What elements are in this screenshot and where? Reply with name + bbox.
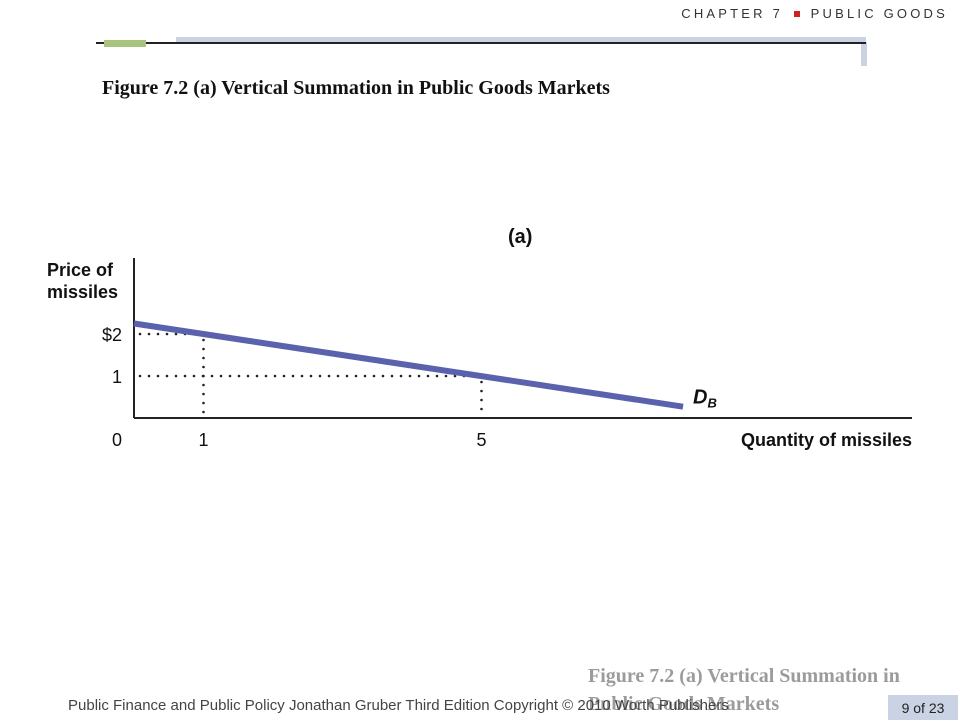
- header-rule: [96, 42, 866, 44]
- slide-title: Figure 7.2 (a) Vertical Summation in Pub…: [102, 77, 610, 99]
- y-axis-label-line1: Price of: [47, 260, 114, 280]
- y-tick-label: 1: [112, 367, 122, 387]
- y-axis-label: Price of missiles: [47, 260, 118, 302]
- chapter-header: CHAPTER 7 PUBLIC GOODS: [681, 6, 948, 21]
- footer-credit: Public Finance and Public Policy Jonatha…: [68, 697, 729, 714]
- origin-label: 0: [112, 430, 122, 450]
- y-axis-label-line2: missiles: [47, 282, 118, 302]
- x-tick-label: 5: [476, 430, 486, 450]
- chapter-label: CHAPTER 7: [681, 6, 783, 21]
- header-rule-accent: [104, 40, 146, 47]
- series-label-main: D: [693, 387, 707, 409]
- demand-curve-line: [133, 320, 684, 410]
- topic-label: PUBLIC GOODS: [810, 6, 948, 21]
- series-label-db: DB: [693, 387, 717, 411]
- header-rule-grey: [176, 37, 866, 42]
- panel-label: (a): [508, 226, 532, 248]
- y-tick-label: $2: [102, 325, 122, 345]
- page-number: 9 of 23: [888, 695, 958, 720]
- header-rule-grey-vertical: [861, 42, 867, 66]
- separator-square-icon: [793, 10, 800, 17]
- ghost-figure-title: Figure 7.2 (a) Vertical Summation in Pub…: [588, 665, 900, 715]
- x-axis-label: Quantity of missiles: [741, 430, 912, 450]
- series-label-subscript: B: [708, 396, 717, 411]
- x-tick-label: 1: [198, 430, 208, 450]
